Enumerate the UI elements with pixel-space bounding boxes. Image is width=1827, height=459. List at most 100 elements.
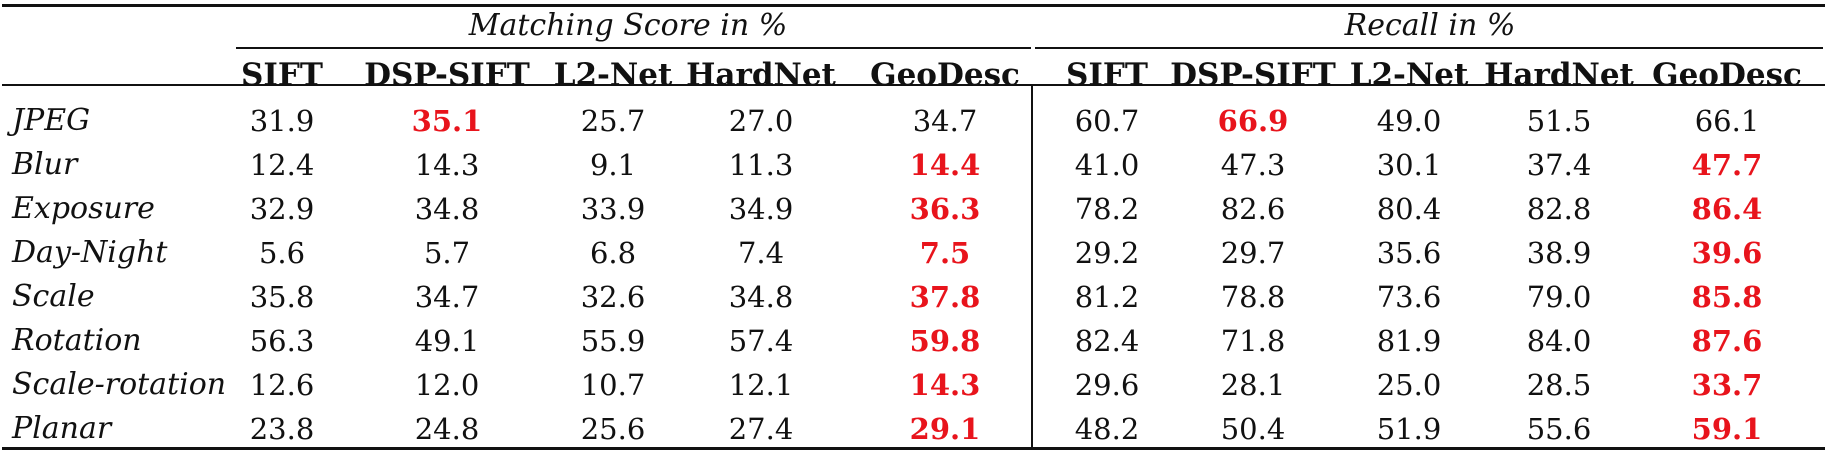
table-cell: 25.0 [1376,368,1442,402]
table-cell: 51.9 [1376,412,1442,446]
table-cell: 33.7 [1691,368,1763,402]
table-cell: 34.9 [728,192,794,226]
table-cell: 11.3 [728,148,794,182]
header-rule [2,84,1825,86]
row-label-exposure: Exposure [12,191,155,226]
table-cell: 49.1 [414,324,480,358]
table-cell: 78.2 [1074,192,1140,226]
table-cell: 60.7 [1074,104,1140,138]
column-header-geodesc-recall: GeoDesc [1652,57,1802,93]
table-cell: 12.0 [414,368,480,402]
table-cell: 6.8 [589,236,637,270]
column-header-sift-matching: SIFT [241,57,323,93]
top-rule [2,4,1825,7]
table-cell: 71.8 [1220,324,1286,358]
table-cell: 47.3 [1220,148,1286,182]
table-cell: 66.1 [1694,104,1760,138]
row-label-planar: Planar [12,411,112,446]
table-cell: 5.6 [258,236,306,270]
table-cell: 33.9 [580,192,646,226]
column-header-hardnet-matching: HardNet [686,57,836,93]
table-cell: 32.9 [249,192,315,226]
column-header-l2-net-matching: L2-Net [553,57,673,93]
table-cell: 41.0 [1074,148,1140,182]
table-cell: 56.3 [249,324,315,358]
row-label-scale-rotation: Scale-rotation [12,367,227,402]
table-cell: 29.1 [909,412,981,446]
bottom-rule [2,447,1825,450]
group-header-recall: Recall in % [1344,8,1516,43]
table-cell: 29.6 [1074,368,1140,402]
table-cell: 59.8 [909,324,981,358]
table-cell: 81.9 [1376,324,1442,358]
table-cell: 7.4 [737,236,785,270]
column-divider [1031,84,1033,450]
column-header-dsp-sift-recall: DSP-SIFT [1170,57,1336,93]
table-cell: 9.1 [589,148,637,182]
table-cell: 86.4 [1691,192,1763,226]
table-cell: 39.6 [1691,236,1763,270]
table-cell: 80.4 [1376,192,1442,226]
table-cell: 35.8 [249,280,315,314]
group-underline-right [1035,47,1823,49]
table-cell: 25.7 [580,104,646,138]
row-label-scale: Scale [12,279,95,314]
table-cell: 27.4 [728,412,794,446]
table-cell: 35.6 [1376,236,1442,270]
table-cell: 79.0 [1526,280,1592,314]
table-cell: 50.4 [1220,412,1286,446]
table-cell: 37.8 [909,280,981,314]
row-label-rotation: Rotation [12,323,142,358]
column-header-hardnet-recall: HardNet [1484,57,1634,93]
table-cell: 82.4 [1074,324,1140,358]
table-cell: 14.3 [909,368,981,402]
table-cell: 27.0 [728,104,794,138]
table-cell: 23.8 [249,412,315,446]
table-cell: 12.4 [249,148,315,182]
table-cell: 38.9 [1526,236,1592,270]
table-cell: 34.7 [912,104,978,138]
table-cell: 36.3 [909,192,981,226]
row-label-jpeg: JPEG [12,103,91,138]
table-cell: 10.7 [580,368,646,402]
table-cell: 30.1 [1376,148,1442,182]
table-cell: 37.4 [1526,148,1592,182]
column-header-sift-recall: SIFT [1066,57,1148,93]
table-cell: 12.1 [728,368,794,402]
table-cell: 5.7 [423,236,471,270]
group-header-matching-score: Matching Score in % [468,8,788,43]
table-cell: 34.8 [414,192,480,226]
table-cell: 28.5 [1526,368,1592,402]
table-cell: 32.6 [580,280,646,314]
table-cell: 14.4 [909,148,981,182]
table-cell: 34.7 [414,280,480,314]
row-label-blur: Blur [12,147,78,182]
column-header-geodesc-matching: GeoDesc [870,57,1020,93]
table-cell: 47.7 [1691,148,1763,182]
table-cell: 57.4 [728,324,794,358]
table-cell: 81.2 [1074,280,1140,314]
table-cell: 48.2 [1074,412,1140,446]
table-cell: 28.1 [1220,368,1286,402]
table-cell: 12.6 [249,368,315,402]
group-underline-left [236,47,1031,49]
table-cell: 55.6 [1526,412,1592,446]
table-cell: 34.8 [728,280,794,314]
table-cell: 14.3 [414,148,480,182]
table-cell: 31.9 [249,104,315,138]
table-cell: 25.6 [580,412,646,446]
row-label-day-night: Day-Night [12,235,168,270]
table-cell: 49.0 [1376,104,1442,138]
table-cell: 78.8 [1220,280,1286,314]
column-header-dsp-sift-matching: DSP-SIFT [364,57,530,93]
table-cell: 85.8 [1691,280,1763,314]
table-cell: 55.9 [580,324,646,358]
table-cell: 29.2 [1074,236,1140,270]
table-cell: 82.8 [1526,192,1592,226]
table-cell: 82.6 [1220,192,1286,226]
table-cell: 7.5 [919,236,971,270]
column-header-l2-net-recall: L2-Net [1349,57,1469,93]
table-cell: 84.0 [1526,324,1592,358]
table-cell: 29.7 [1220,236,1286,270]
table-cell: 35.1 [411,104,483,138]
